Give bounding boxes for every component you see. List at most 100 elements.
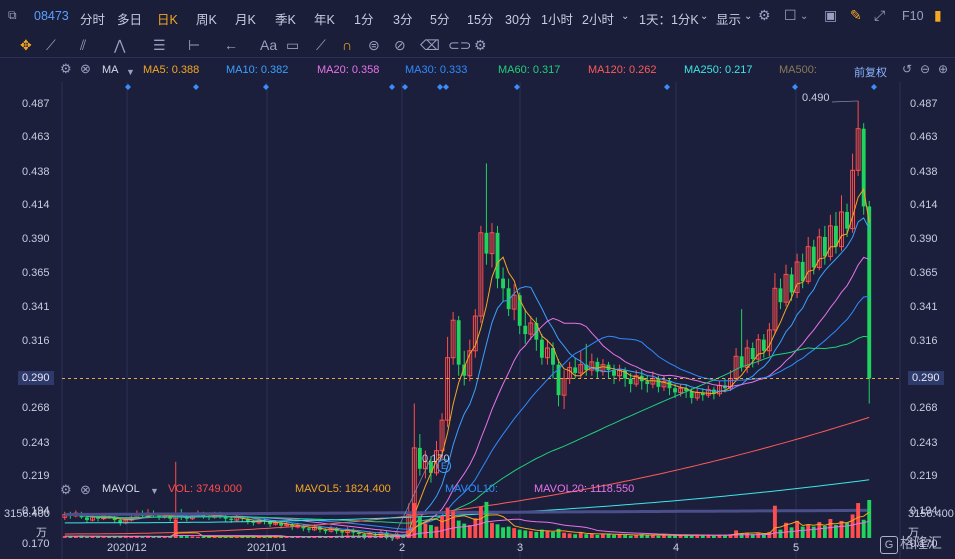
tab-weekly-k[interactable]: 周K (196, 13, 217, 27)
volume-bar (667, 535, 672, 538)
volume-bar (839, 520, 844, 538)
candle-body-down (867, 206, 872, 379)
hide-icon[interactable]: ⊘ (394, 37, 406, 53)
copy-icon[interactable]: ⧉ (8, 8, 17, 22)
panel-toggle-icon[interactable]: ▮ (934, 7, 942, 23)
polyline-tool-icon[interactable]: ⋀ (114, 37, 126, 53)
candle-body-down (628, 378, 633, 385)
candle-body-up (633, 375, 639, 385)
range-tool-icon[interactable]: ⊢ (188, 37, 201, 53)
trash-icon[interactable]: ⌫ (420, 37, 440, 53)
chevron-down-icon[interactable]: ▼ (150, 486, 159, 496)
chevron-down-icon[interactable]: ⌄ (700, 11, 709, 22)
display-menu[interactable]: 显示 (716, 13, 742, 27)
tab-3min[interactable]: 3分 (393, 13, 413, 27)
settings-icon[interactable]: ⚙ (60, 482, 72, 497)
settings-icon[interactable]: ⚙ (60, 61, 72, 76)
chevron-down-icon[interactable]: ⌄ (800, 11, 809, 22)
square-icon[interactable]: ☐ (784, 7, 797, 23)
close-icon[interactable]: ⊗ (80, 482, 91, 497)
candle-body-up (794, 261, 800, 293)
volume-bar (367, 536, 372, 538)
image-icon[interactable]: ▣ (824, 7, 838, 23)
tab-1min[interactable]: 1分 (354, 13, 374, 27)
crosshair-move-icon[interactable]: ✥ (20, 37, 32, 53)
undo-icon[interactable]: ↺ (902, 62, 913, 76)
volume-bar (861, 519, 866, 538)
gear-icon[interactable]: ⚙ (758, 7, 771, 23)
tab-fenshi[interactable]: 分时 (80, 13, 106, 27)
low-leader-line (391, 455, 433, 542)
volume-bar (612, 534, 616, 538)
candle-body-down (301, 525, 306, 529)
volume-chart[interactable] (0, 499, 955, 539)
volume-bar (600, 534, 605, 538)
link-icon[interactable]: ⊂⊃ (448, 37, 472, 53)
volume-bar (229, 536, 234, 538)
chevron-down-icon[interactable]: ▼ (126, 67, 135, 77)
volume-bar (850, 514, 855, 538)
volume-bar (490, 522, 494, 538)
ma-label[interactable]: MA (102, 64, 119, 76)
volume-bar (545, 531, 550, 538)
tab-1hour[interactable]: 1小时 (541, 13, 573, 27)
candle-body-down (845, 211, 849, 229)
high-leader-line (831, 100, 859, 103)
comment-icon[interactable]: ▭ (286, 37, 300, 53)
zoom-in-icon[interactable]: ⊕ (938, 62, 949, 76)
volume-bar (523, 530, 528, 538)
candlestick-chart[interactable] (0, 82, 955, 559)
tab-duori[interactable]: 多日 (117, 13, 143, 27)
ruler-icon[interactable]: ⟋ (316, 37, 326, 53)
y-tick-right: 0.414 (910, 199, 938, 212)
adjust-select[interactable]: 前复权 (854, 67, 887, 79)
f10-button[interactable]: F10 (902, 9, 924, 23)
vol-axis-top-left: 3156.400 (4, 508, 50, 520)
settings-icon[interactable]: ⚙ (474, 37, 487, 53)
magnet-icon[interactable]: ∩ (342, 37, 353, 53)
volume-bar (129, 536, 134, 538)
chevron-down-icon[interactable]: ⌄ (744, 11, 753, 22)
candle-body-down (700, 392, 705, 396)
tab-5min[interactable]: 5分 (430, 13, 450, 27)
line-tool-icon[interactable]: ⟋ (46, 37, 56, 53)
zoom-out-icon[interactable]: ⊖ (920, 62, 931, 76)
tab-yearly-k[interactable]: 年K (314, 13, 335, 27)
x-tick-label: 4 (673, 542, 680, 554)
channel-tool-icon[interactable]: ⫽ (80, 37, 87, 53)
close-icon[interactable]: ⊗ (80, 61, 91, 76)
tab-daily-k[interactable]: 日K (157, 13, 178, 27)
chevron-down-icon[interactable]: ⌄ (621, 11, 630, 22)
candle-body-up (661, 380, 667, 388)
candle-body-down (551, 347, 555, 365)
ma60-value: MA60: 0.317 (498, 64, 561, 76)
fullscreen-icon[interactable]: ⤢ (874, 7, 886, 23)
mavol-label[interactable]: MAVOL (102, 483, 140, 495)
tab-2hour[interactable]: 2小时 (582, 13, 614, 27)
candle-body-up (439, 419, 445, 452)
range-select[interactable]: 1天：1分K (639, 13, 699, 27)
volume-bar (484, 501, 489, 538)
volume-bar (440, 515, 444, 538)
watermark-text: 格隆汇 (900, 535, 942, 551)
stock-code[interactable]: 08473 (34, 9, 69, 23)
y-tick-right: 0.438 (910, 166, 938, 179)
volume-bar (745, 532, 750, 538)
event-marker-icon[interactable]: E (437, 459, 451, 473)
volume-bar (107, 536, 112, 538)
volume-bar (656, 535, 661, 538)
tab-30min[interactable]: 30分 (505, 13, 532, 27)
arrow-tool-icon[interactable]: ← (224, 37, 238, 53)
lock-icon[interactable]: ⊜ (368, 37, 380, 53)
candle-body-up (528, 322, 534, 335)
tab-15min[interactable]: 15分 (467, 13, 494, 27)
volume-bar (606, 533, 611, 538)
tab-monthly-k[interactable]: 月K (235, 13, 256, 27)
fib-tool-icon[interactable]: ☰ (153, 37, 166, 53)
candle-body-up (472, 315, 478, 352)
volume-bar (207, 536, 211, 538)
volume-bar (123, 536, 128, 538)
tab-quarterly-k[interactable]: 季K (275, 13, 296, 27)
pencil-icon[interactable]: ✎ (850, 7, 862, 23)
text-tool-icon[interactable]: Aa (260, 37, 278, 53)
